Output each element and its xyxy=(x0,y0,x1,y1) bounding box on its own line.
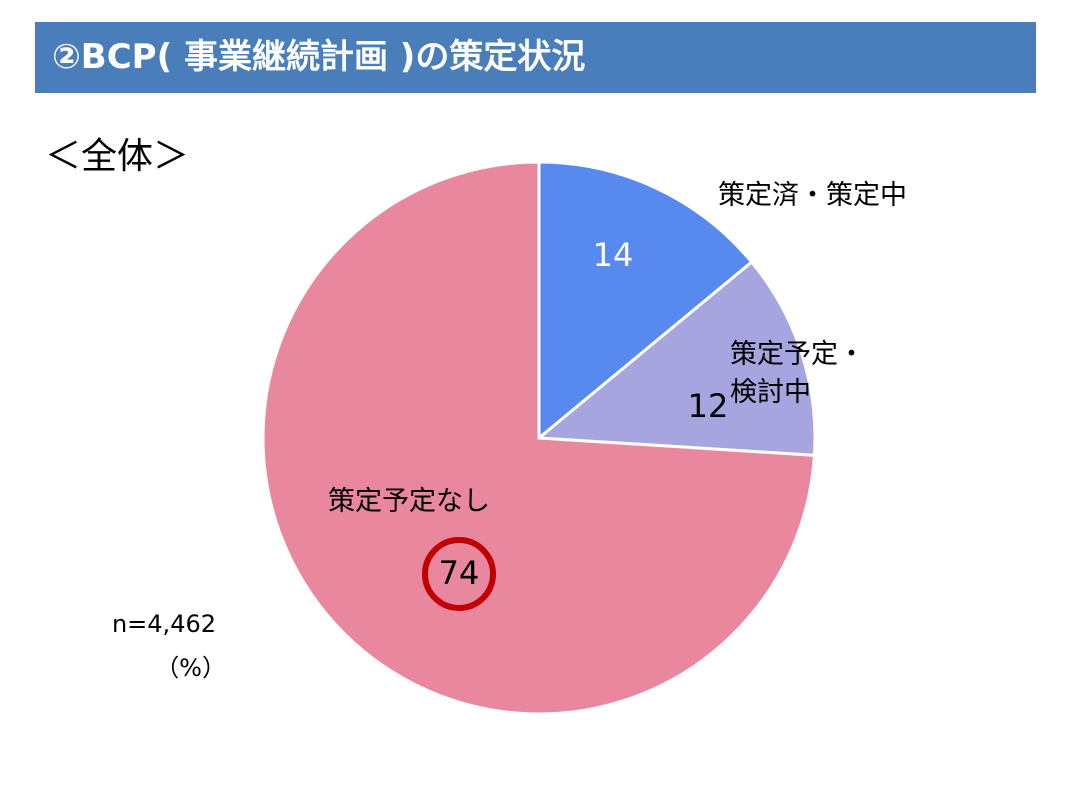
subtitle: ＜全体＞ xyxy=(45,136,190,177)
highlight-ring xyxy=(422,537,496,611)
category-label: 策定予定・検討中 xyxy=(730,339,865,408)
pie-slice xyxy=(261,160,817,716)
sample-size: n=4,462 xyxy=(111,610,216,638)
unit-label: （%） xyxy=(155,654,226,682)
value-label: 12 xyxy=(688,387,729,425)
chart-title: ②BCP( 事業継続計画 )の策定状況 xyxy=(52,37,586,77)
pie-slice xyxy=(535,259,817,457)
category-label: 策定済・策定中 xyxy=(718,180,907,211)
category-label: 策定予定なし xyxy=(328,486,490,517)
value-label: 74 xyxy=(439,554,480,592)
title-bar: ②BCP( 事業継続計画 )の策定状況 xyxy=(35,22,1036,93)
pie-slice xyxy=(537,160,754,442)
value-label: 14 xyxy=(593,236,634,274)
